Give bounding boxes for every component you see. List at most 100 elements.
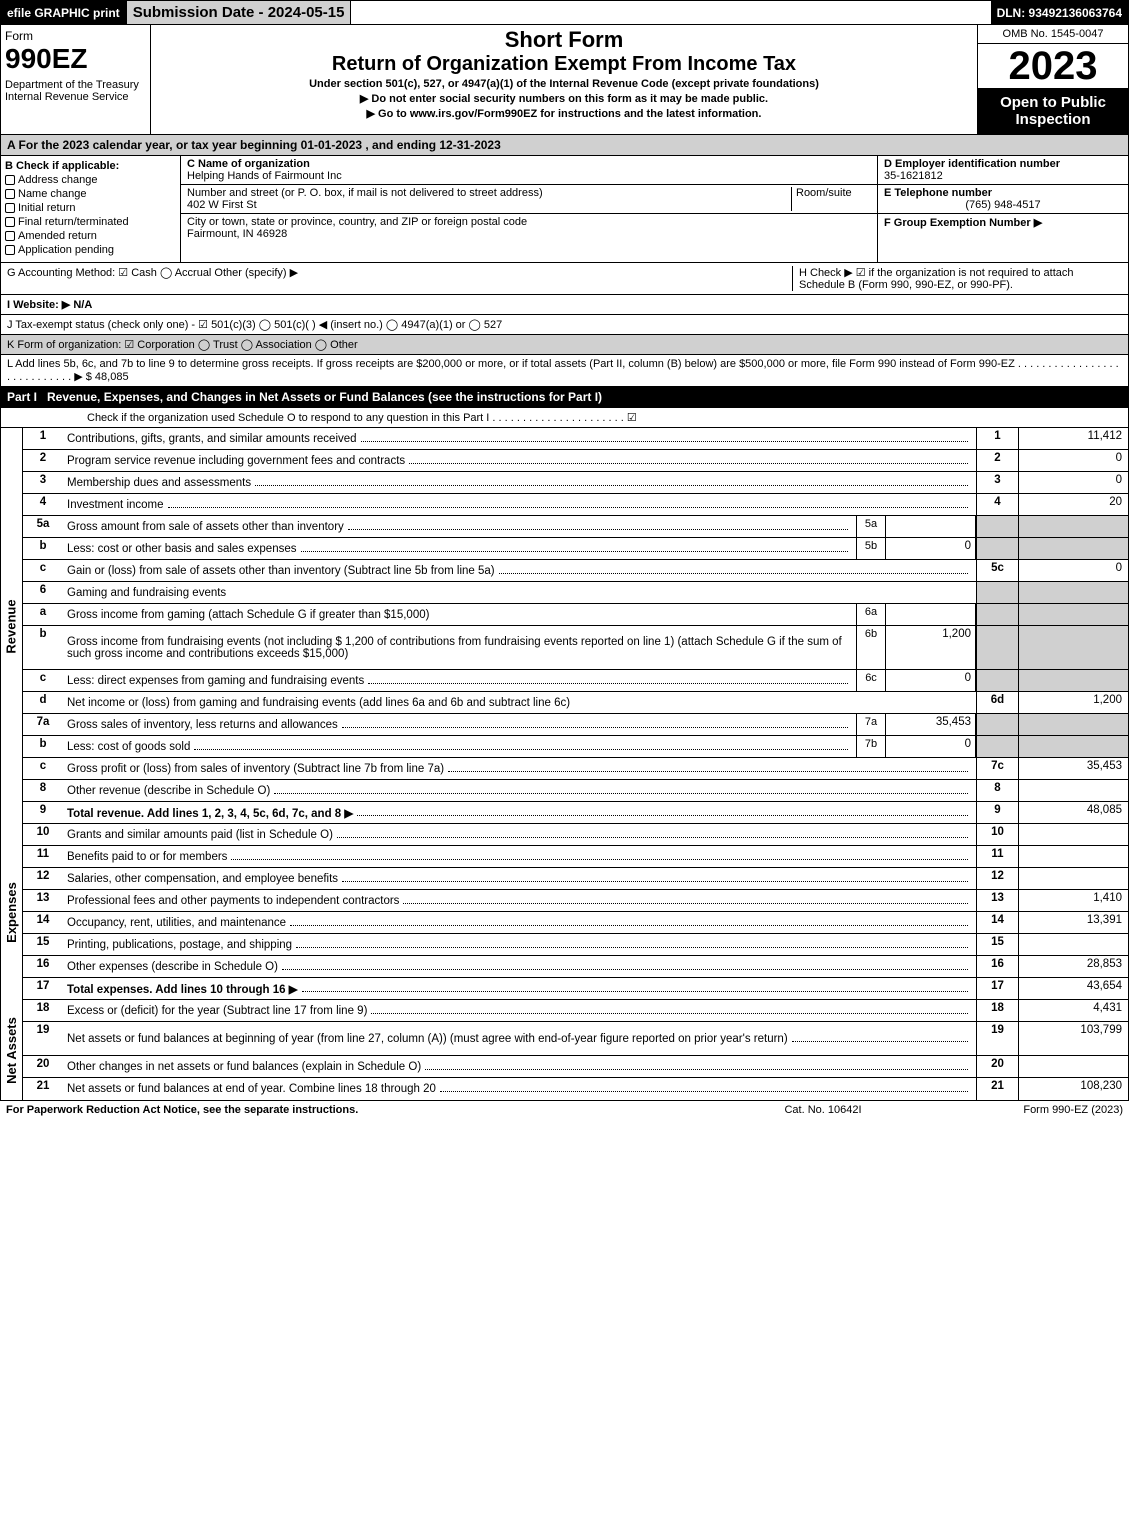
expenses-vertical-label: Expenses (1, 824, 23, 1000)
goto-link[interactable]: ▶ Go to www.irs.gov/Form990EZ for instru… (157, 107, 971, 120)
line-8: 8Other revenue (describe in Schedule O)8 (23, 780, 1128, 802)
org-name-value: Helping Hands of Fairmount Inc (187, 170, 342, 182)
line-5a: 5aGross amount from sale of assets other… (23, 516, 1128, 538)
omb-number: OMB No. 1545-0047 (978, 25, 1128, 44)
lbl-application-pending: Application pending (18, 244, 114, 256)
line-4: 4Investment income420 (23, 494, 1128, 516)
part-1-label: Part I (7, 390, 37, 404)
part-1-title: Revenue, Expenses, and Changes in Net As… (47, 390, 602, 404)
submission-date: Submission Date - 2024-05-15 (127, 1, 352, 24)
line-11: 11Benefits paid to or for members11 (23, 846, 1128, 868)
lbl-name-change: Name change (18, 188, 87, 200)
line-7b: bLess: cost of goods sold7b0 (23, 736, 1128, 758)
line-16: 16Other expenses (describe in Schedule O… (23, 956, 1128, 978)
addr1-value: 402 W First St (187, 199, 257, 211)
line-5c: cGain or (loss) from sale of assets othe… (23, 560, 1128, 582)
line-6c: cLess: direct expenses from gaming and f… (23, 670, 1128, 692)
line-17: 17Total expenses. Add lines 10 through 1… (23, 978, 1128, 1000)
form-header: Form 990EZ Department of the Treasury In… (0, 25, 1129, 135)
line-7a: 7aGross sales of inventory, less returns… (23, 714, 1128, 736)
line-6a: aGross income from gaming (attach Schedu… (23, 604, 1128, 626)
part-1-header: Part I Revenue, Expenses, and Changes in… (0, 387, 1129, 408)
sections-b-through-f: B Check if applicable: Address change Na… (0, 156, 1129, 263)
line-15: 15Printing, publications, postage, and s… (23, 934, 1128, 956)
row-j: J Tax-exempt status (check only one) - ☑… (0, 315, 1129, 335)
line-5b: bLess: cost or other basis and sales exp… (23, 538, 1128, 560)
line-2: 2Program service revenue including gover… (23, 450, 1128, 472)
return-title: Return of Organization Exempt From Incom… (157, 53, 971, 76)
addr2-value: Fairmount, IN 46928 (187, 228, 287, 240)
line-1: 1Contributions, gifts, grants, and simil… (23, 428, 1128, 450)
lbl-final-return: Final return/terminated (18, 216, 129, 228)
line-13: 13Professional fees and other payments t… (23, 890, 1128, 912)
check-schedule-o: Check if the organization used Schedule … (7, 411, 1122, 424)
part-1-check-o: Check if the organization used Schedule … (0, 408, 1129, 428)
checkbox-name-change[interactable] (5, 189, 15, 199)
row-i: I Website: ▶ N/A (0, 295, 1129, 315)
net-assets-vertical-label: Net Assets (1, 1000, 23, 1100)
dln: DLN: 93492136063764 (991, 1, 1128, 24)
line-10: 10Grants and similar amounts paid (list … (23, 824, 1128, 846)
line-7c: cGross profit or (loss) from sales of in… (23, 758, 1128, 780)
row-k: K Form of organization: ☑ Corporation ◯ … (0, 335, 1129, 355)
room-suite-label: Room/suite (791, 187, 871, 211)
tax-year: 2023 (978, 44, 1128, 88)
net-assets-section: Net Assets 18Excess or (deficit) for the… (0, 1000, 1129, 1101)
ein-label: D Employer identification number (884, 158, 1060, 170)
revenue-vertical-label: Revenue (1, 428, 23, 824)
line-3: 3Membership dues and assessments30 (23, 472, 1128, 494)
line-19: 19Net assets or fund balances at beginni… (23, 1022, 1128, 1056)
line-j-tax-exempt: J Tax-exempt status (check only one) - ☑… (7, 318, 1122, 331)
line-6d: dNet income or (loss) from gaming and fu… (23, 692, 1128, 714)
checkbox-amended-return[interactable] (5, 231, 15, 241)
lbl-address-change: Address change (18, 174, 98, 186)
department: Department of the Treasury Internal Reve… (5, 79, 146, 103)
line-6: 6Gaming and fundraising events (23, 582, 1128, 604)
ein-value: 35-1621812 (884, 170, 943, 182)
group-exemption-label: F Group Exemption Number ▶ (884, 217, 1042, 229)
line-l-gross-receipts: L Add lines 5b, 6c, and 7b to line 9 to … (7, 358, 1122, 383)
line-i-website: I Website: ▶ N/A (7, 298, 1122, 311)
checkbox-address-change[interactable] (5, 175, 15, 185)
lbl-amended-return: Amended return (18, 230, 97, 242)
under-section: Under section 501(c), 527, or 4947(a)(1)… (157, 78, 971, 90)
tel-value: (765) 948-4517 (884, 199, 1122, 211)
efile-print-button[interactable]: efile GRAPHIC print (1, 1, 127, 24)
section-b-title: B Check if applicable: (5, 160, 176, 172)
section-b: B Check if applicable: Address change Na… (1, 156, 181, 262)
footer-form-ref: Form 990-EZ (2023) (923, 1104, 1123, 1116)
checkbox-application-pending[interactable] (5, 245, 15, 255)
section-c: C Name of organization Helping Hands of … (181, 156, 878, 262)
lbl-initial-return: Initial return (18, 202, 75, 214)
row-l: L Add lines 5b, 6c, and 7b to line 9 to … (0, 355, 1129, 387)
line-18: 18Excess or (deficit) for the year (Subt… (23, 1000, 1128, 1022)
row-g-h: G Accounting Method: ☑ Cash ◯ Accrual Ot… (0, 263, 1129, 295)
footer-left: For Paperwork Reduction Act Notice, see … (6, 1104, 723, 1116)
line-20: 20Other changes in net assets or fund ba… (23, 1056, 1128, 1078)
line-21: 21Net assets or fund balances at end of … (23, 1078, 1128, 1100)
form-number: 990EZ (5, 43, 146, 75)
no-ssn-note: ▶ Do not enter social security numbers o… (157, 92, 971, 105)
org-name-label: C Name of organization (187, 158, 310, 170)
line-14: 14Occupancy, rent, utilities, and mainte… (23, 912, 1128, 934)
addr1-label: Number and street (or P. O. box, if mail… (187, 187, 543, 199)
revenue-section: Revenue 1Contributions, gifts, grants, a… (0, 428, 1129, 824)
line-k-form-org: K Form of organization: ☑ Corporation ◯ … (7, 338, 1122, 351)
sections-d-e-f: D Employer identification number35-16218… (878, 156, 1128, 262)
short-form-title: Short Form (157, 27, 971, 53)
checkbox-final-return[interactable] (5, 217, 15, 227)
tel-label: E Telephone number (884, 187, 992, 199)
page-footer: For Paperwork Reduction Act Notice, see … (0, 1101, 1129, 1119)
footer-cat-no: Cat. No. 10642I (723, 1104, 923, 1116)
expenses-section: Expenses 10Grants and similar amounts pa… (0, 824, 1129, 1000)
line-g-accounting: G Accounting Method: ☑ Cash ◯ Accrual Ot… (7, 266, 786, 291)
open-to-public: Open to Public Inspection (978, 88, 1128, 134)
line-6b: bGross income from fundraising events (n… (23, 626, 1128, 670)
form-word: Form (5, 29, 146, 43)
line-9: 9Total revenue. Add lines 1, 2, 3, 4, 5c… (23, 802, 1128, 824)
line-h-schedule-b: H Check ▶ ☑ if the organization is not r… (792, 266, 1122, 291)
line-a-tax-year: A For the 2023 calendar year, or tax yea… (0, 135, 1129, 156)
checkbox-initial-return[interactable] (5, 203, 15, 213)
addr2-label: City or town, state or province, country… (187, 216, 527, 228)
line-12: 12Salaries, other compensation, and empl… (23, 868, 1128, 890)
